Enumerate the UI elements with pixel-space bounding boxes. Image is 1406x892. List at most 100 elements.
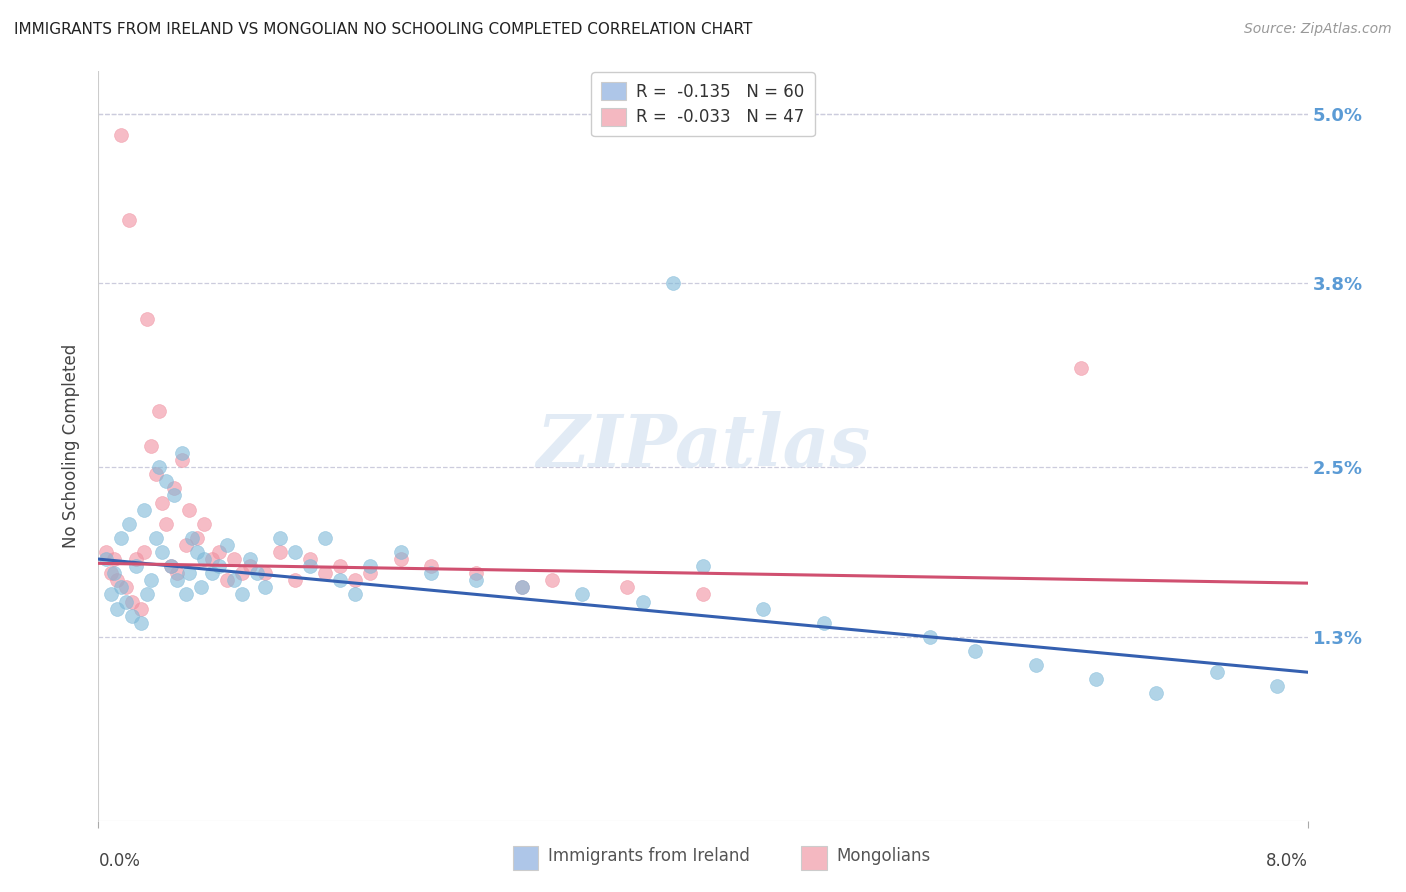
Point	[329, 574, 352, 588]
Point	[150, 495, 173, 509]
Point	[170, 446, 193, 460]
Point	[231, 566, 253, 581]
Point	[284, 574, 307, 588]
Point	[121, 608, 143, 623]
Point	[100, 587, 122, 601]
Point	[174, 538, 197, 552]
Point	[344, 574, 367, 588]
Point	[1146, 686, 1168, 700]
Text: 8.0%: 8.0%	[1265, 852, 1308, 870]
Point	[813, 615, 835, 630]
Point	[118, 516, 141, 531]
Point	[1024, 658, 1046, 673]
Point	[616, 580, 638, 594]
Point	[170, 453, 193, 467]
Point	[114, 580, 136, 594]
Legend: R =  -0.135   N = 60, R =  -0.033   N = 47: R = -0.135 N = 60, R = -0.033 N = 47	[592, 72, 814, 136]
Point	[1206, 665, 1229, 680]
Point	[148, 460, 170, 475]
Point	[145, 531, 167, 545]
Point	[215, 574, 238, 588]
Point	[160, 559, 183, 574]
Point	[129, 601, 152, 615]
Point	[201, 552, 224, 566]
Point	[105, 601, 128, 615]
Point	[510, 580, 533, 594]
Text: IMMIGRANTS FROM IRELAND VS MONGOLIAN NO SCHOOLING COMPLETED CORRELATION CHART: IMMIGRANTS FROM IRELAND VS MONGOLIAN NO …	[14, 22, 752, 37]
Point	[299, 559, 322, 574]
Point	[103, 566, 125, 581]
Point	[114, 594, 136, 608]
Point	[141, 574, 163, 588]
Point	[661, 277, 683, 291]
Text: 0.0%: 0.0%	[98, 852, 141, 870]
Y-axis label: No Schooling Completed: No Schooling Completed	[62, 344, 80, 548]
Point	[163, 482, 186, 496]
Point	[269, 531, 291, 545]
Point	[129, 615, 152, 630]
Point	[166, 574, 188, 588]
Point	[125, 552, 148, 566]
Text: ZIPatlas: ZIPatlas	[536, 410, 870, 482]
Point	[110, 531, 132, 545]
Point	[208, 559, 231, 574]
Point	[299, 552, 322, 566]
Point	[118, 212, 141, 227]
Point	[179, 566, 201, 581]
Point	[174, 587, 197, 601]
Point	[1085, 673, 1108, 687]
Point	[389, 545, 412, 559]
Point	[224, 552, 246, 566]
Point	[135, 587, 157, 601]
Point	[239, 552, 262, 566]
Point	[253, 580, 276, 594]
Point	[132, 502, 155, 516]
Point	[193, 552, 215, 566]
Point	[132, 545, 155, 559]
Text: Mongolians: Mongolians	[837, 847, 931, 865]
Point	[1070, 361, 1092, 376]
Point	[105, 574, 128, 588]
Point	[269, 545, 291, 559]
Point	[314, 566, 336, 581]
Point	[215, 538, 238, 552]
Point	[125, 559, 148, 574]
Point	[918, 630, 941, 644]
Point	[121, 594, 143, 608]
Point	[465, 566, 488, 581]
Point	[150, 545, 173, 559]
Point	[465, 574, 488, 588]
Point	[148, 403, 170, 417]
Point	[284, 545, 307, 559]
Point	[201, 566, 224, 581]
Text: Immigrants from Ireland: Immigrants from Ireland	[548, 847, 751, 865]
Point	[160, 559, 183, 574]
Point	[1267, 679, 1289, 693]
Point	[186, 545, 208, 559]
Point	[692, 587, 714, 601]
Point	[420, 559, 443, 574]
Point	[141, 439, 163, 453]
Point	[239, 559, 262, 574]
Point	[190, 580, 212, 594]
Point	[965, 644, 987, 658]
Point	[231, 587, 253, 601]
Point	[110, 128, 132, 142]
Point	[752, 601, 775, 615]
Point	[186, 531, 208, 545]
Point	[692, 559, 714, 574]
Point	[540, 574, 562, 588]
Text: Source: ZipAtlas.com: Source: ZipAtlas.com	[1244, 22, 1392, 37]
Point	[344, 587, 367, 601]
Point	[571, 587, 593, 601]
Point	[420, 566, 443, 581]
Point	[135, 311, 157, 326]
Point	[110, 580, 132, 594]
Point	[389, 552, 412, 566]
Point	[163, 488, 186, 502]
Point	[94, 545, 117, 559]
Point	[100, 566, 122, 581]
Point	[193, 516, 215, 531]
Point	[208, 545, 231, 559]
Point	[360, 566, 382, 581]
